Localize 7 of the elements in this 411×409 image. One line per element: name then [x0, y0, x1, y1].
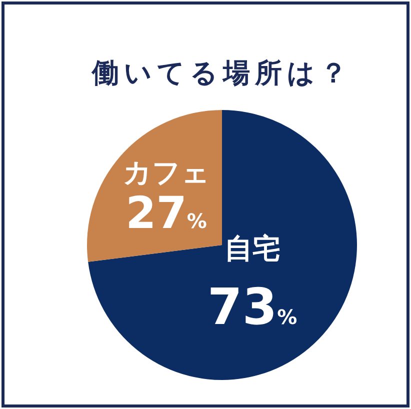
- data-label: 27%: [126, 188, 207, 239]
- chart-title: 働いてる場所は？: [91, 58, 352, 89]
- slice-label: カフェ: [122, 156, 210, 189]
- slice-label: 自宅: [224, 232, 280, 265]
- pie-slice: [87, 110, 222, 262]
- pie-slice: [88, 110, 357, 380]
- data-label: 73%: [208, 278, 298, 336]
